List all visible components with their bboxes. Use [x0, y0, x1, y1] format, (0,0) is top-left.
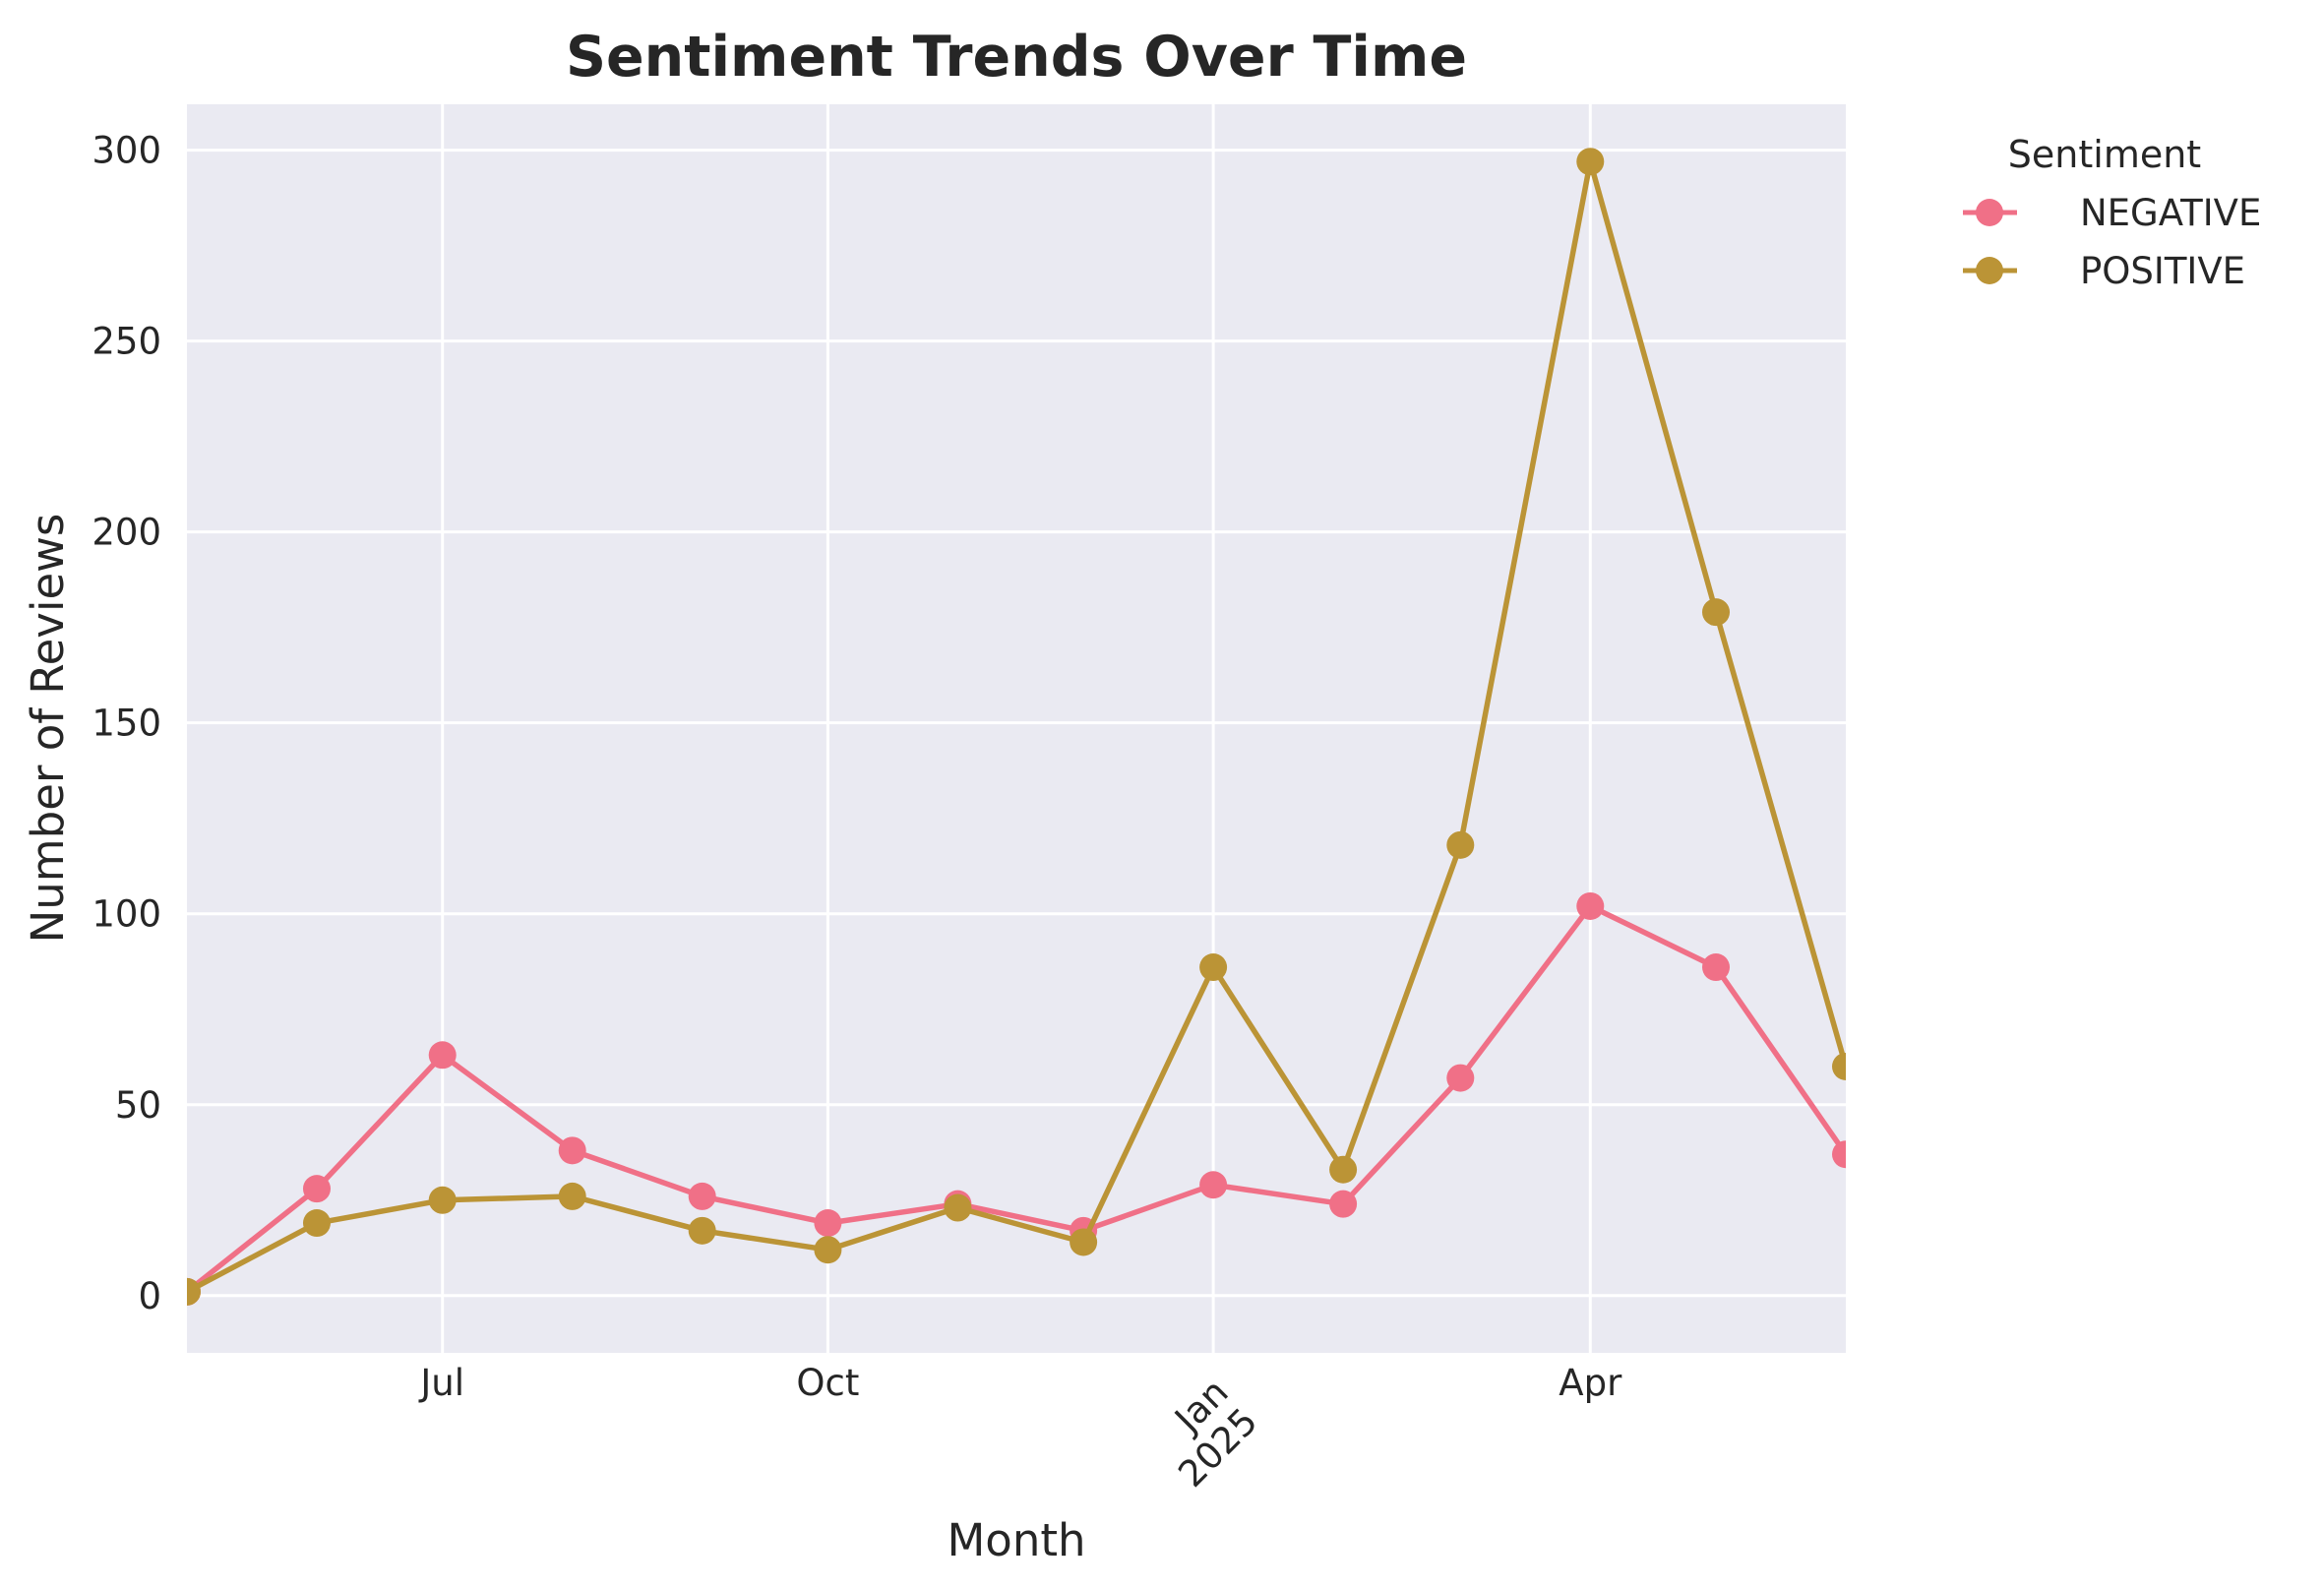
legend-label-negative: NEGATIVE [2080, 192, 2261, 234]
grid-lines [187, 104, 1846, 1353]
x-tick-label: Jul [418, 1362, 464, 1404]
data-point-negative [302, 1175, 331, 1203]
legend-label-positive: POSITIVE [2080, 250, 2245, 292]
legend-title: Sentiment [2008, 133, 2201, 176]
y-tick-label: 100 [92, 893, 161, 936]
data-point-positive [302, 1209, 331, 1238]
series-line-positive [187, 158, 1846, 1295]
legend-item-positive: POSITIVE [1963, 250, 2245, 292]
series-lines [187, 148, 1846, 1306]
data-point-positive [1070, 1228, 1098, 1256]
data-point-positive [944, 1193, 972, 1222]
data-point-negative [1576, 891, 1605, 920]
data-point-negative [1446, 1064, 1475, 1092]
data-point-negative [688, 1182, 716, 1210]
y-tick-label: 300 [92, 130, 161, 172]
data-point-negative [428, 1041, 457, 1070]
x-axis-label: Month [947, 1514, 1085, 1566]
data-point-positive [1446, 830, 1475, 859]
y-tick-label: 250 [92, 321, 161, 363]
y-tick-label: 150 [92, 703, 161, 745]
data-point-negative [1702, 953, 1731, 982]
y-tick-label: 200 [92, 512, 161, 554]
legend-marker-positive [1976, 257, 2003, 284]
data-point-positive [1702, 598, 1731, 627]
legend-item-negative: NEGATIVE [1963, 192, 2261, 234]
data-point-negative [1832, 1140, 1846, 1169]
data-point-positive [558, 1182, 586, 1210]
legend: Sentiment NEGATIVE POSITIVE [1963, 133, 2261, 292]
data-point-positive [814, 1236, 842, 1264]
data-point-positive [1832, 1052, 1846, 1080]
data-point-positive [1199, 953, 1228, 982]
data-point-negative [1329, 1190, 1358, 1218]
data-point-positive [187, 1277, 201, 1306]
y-axis-label: Number of Reviews [22, 514, 74, 944]
y-tick-label: 0 [138, 1275, 161, 1317]
data-point-positive [1329, 1155, 1358, 1184]
x-tick-label: Apr [1559, 1362, 1622, 1404]
data-point-negative [1199, 1171, 1228, 1199]
legend-marker-negative [1976, 199, 2003, 226]
y-tick-label: 50 [115, 1084, 161, 1127]
data-point-negative [558, 1136, 586, 1165]
chart-title: Sentiment Trends Over Time [566, 25, 1467, 90]
data-point-negative [814, 1209, 842, 1238]
data-point-positive [688, 1216, 716, 1245]
x-tick-label: Oct [796, 1362, 859, 1404]
data-point-positive [1576, 148, 1605, 176]
y-tick-labels: 0 50 100 150 200 250 300 [92, 130, 161, 1317]
series-line-negative [187, 903, 1846, 1295]
plot-background [187, 104, 1846, 1353]
data-point-positive [428, 1186, 457, 1214]
